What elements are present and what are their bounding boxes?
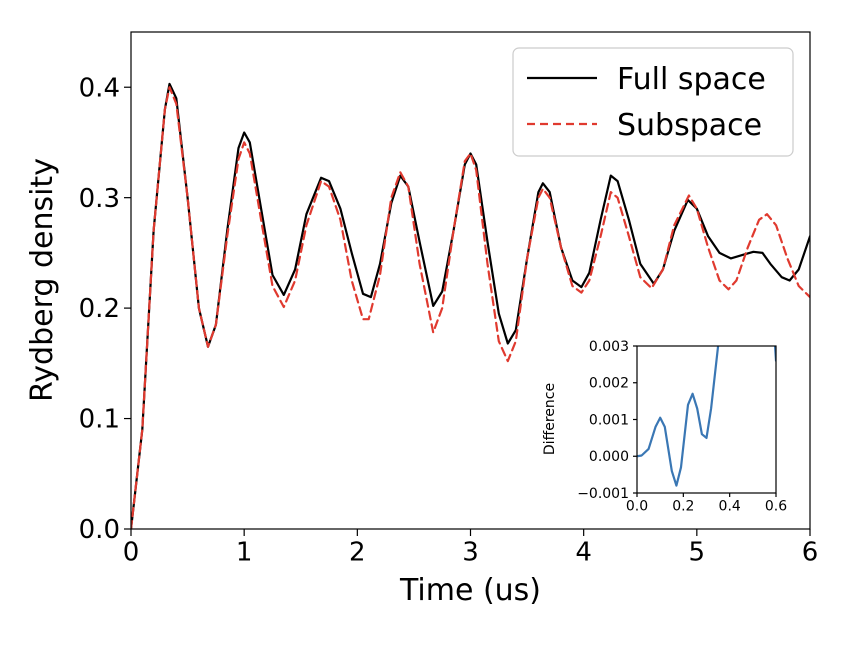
main-series-group bbox=[131, 82, 810, 529]
main-x-tick-label: 0 bbox=[123, 538, 140, 568]
main-x-tick-label: 2 bbox=[349, 538, 366, 568]
inset-y-tick-label: 0.003 bbox=[589, 339, 629, 355]
inset-x-tick-label: 0.0 bbox=[626, 498, 648, 514]
inset-y-axis-label: Difference bbox=[542, 383, 558, 455]
main-series-line-1 bbox=[131, 86, 810, 529]
inset-y-tick-label: 0.001 bbox=[589, 412, 629, 428]
legend: Full space Subspace bbox=[512, 47, 794, 157]
main-x-tick-label: 6 bbox=[802, 538, 819, 568]
inset-x-ticks: 0.0 0.2 0.4 0.6 bbox=[626, 493, 787, 514]
inset-series-group bbox=[637, 346, 776, 487]
inset-x-tick-label: 0.2 bbox=[672, 498, 694, 514]
main-x-ticks: 0 1 2 3 4 5 6 bbox=[123, 529, 819, 568]
inset-y-ticks: −0.001 0.000 0.001 0.002 0.003 bbox=[577, 339, 637, 502]
inset-x-tick-label: 0.4 bbox=[719, 498, 741, 514]
y-axis-label: Rydberg density bbox=[25, 158, 60, 402]
inset-x-tick-label: 0.6 bbox=[765, 498, 787, 514]
main-y-tick-label: 0.2 bbox=[79, 294, 120, 324]
inset-y-tick-label: 0.002 bbox=[589, 376, 629, 392]
main-y-tick-label: 0.0 bbox=[79, 515, 120, 545]
main-y-tick-label: 0.3 bbox=[79, 184, 120, 214]
inset-axes: 0.0 0.2 0.4 0.6 −0.0010.0000.0010.0020.003 … bbox=[542, 339, 787, 514]
x-axis-label: Time (us) bbox=[399, 573, 541, 608]
inset-y-tick-label: 0.000 bbox=[589, 449, 629, 465]
legend-label-subspace: Subspace bbox=[617, 108, 762, 143]
inset-series-line-0 bbox=[637, 346, 776, 487]
legend-box bbox=[512, 47, 794, 157]
main-y-ticks: 0.0 0.1 0.2 0.3 0.4 bbox=[79, 73, 131, 545]
inset-background bbox=[637, 346, 776, 493]
legend-label-full-space: Full space bbox=[617, 62, 766, 97]
main-axes: 0 1 2 3 4 5 6 0.0 0.1 0.2 0.3 0.4 Time (us) Rydber… bbox=[25, 31, 819, 608]
main-x-tick-label: 1 bbox=[236, 538, 253, 568]
inset-y-tick-label: −0.001 bbox=[577, 486, 629, 502]
main-x-tick-label: 4 bbox=[575, 538, 592, 568]
main-x-tick-label: 5 bbox=[689, 538, 706, 568]
main-y-tick-label: 0.1 bbox=[79, 405, 120, 435]
main-x-tick-label: 3 bbox=[462, 538, 479, 568]
main-y-tick-label: 0.4 bbox=[79, 73, 120, 103]
